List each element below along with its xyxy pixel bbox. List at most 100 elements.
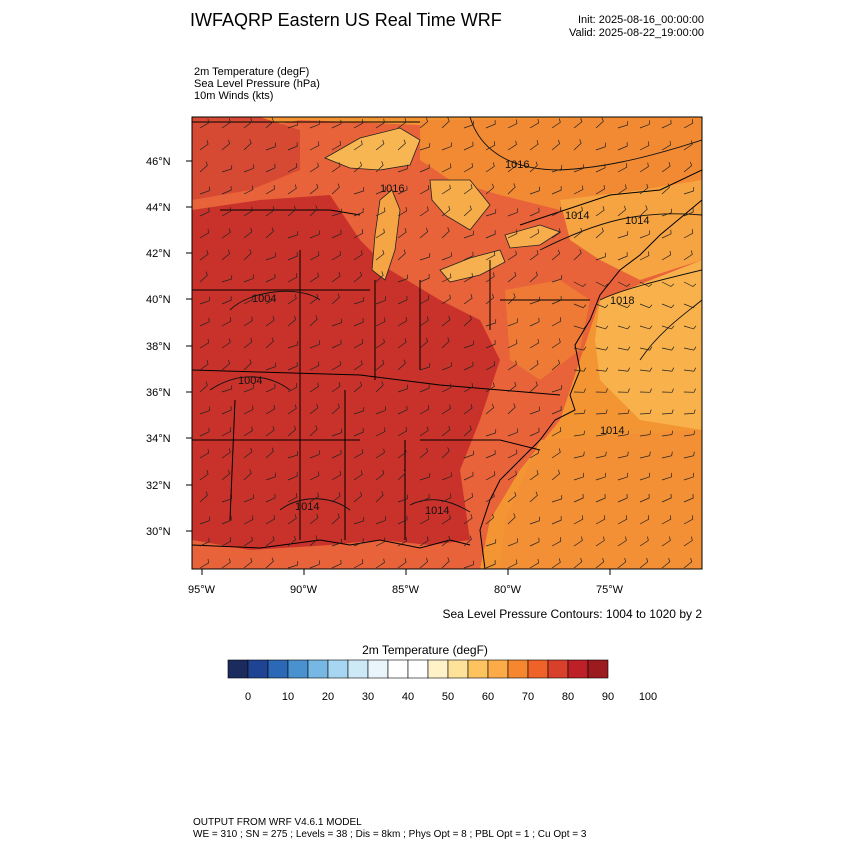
lon-tick-label: 80°W: [494, 584, 522, 596]
wind-barb: [661, 472, 673, 481]
wind-barb: [353, 187, 365, 195]
contour-1004a: [229, 290, 321, 311]
wind-barb: [265, 117, 274, 129]
lat-tick-label: 36°N: [146, 387, 171, 399]
wind-barb: [573, 388, 586, 393]
wind-barb: [309, 315, 318, 327]
wind-barb: [595, 557, 605, 569]
wind-barb: [419, 515, 430, 525]
wind-barb: [441, 447, 450, 459]
wind-barb: [573, 206, 583, 217]
wind-barb: [221, 165, 233, 173]
wind-barb: [639, 141, 650, 151]
wind-barb: [573, 281, 587, 287]
wind-barb: [573, 493, 584, 503]
wind-barb: [551, 275, 563, 283]
colorbar-labels: 0 10 20 30 40 50 60 70 80 90 100: [245, 691, 657, 703]
wind-barb: [683, 208, 694, 217]
wind-barb: [617, 557, 627, 569]
wind-barb: [375, 161, 384, 173]
wind-barb: [485, 539, 497, 547]
wind-barb: [595, 472, 607, 481]
wind-barb: [221, 275, 233, 283]
wind-barb: [573, 139, 582, 151]
wind-barbs: [199, 117, 697, 569]
colorbar-label: 60: [482, 691, 494, 703]
wind-barb: [463, 162, 473, 173]
colorbar-swatch: [247, 659, 269, 679]
hot-interior: [192, 195, 500, 550]
northeast-border: [519, 169, 702, 226]
wind-barb: [331, 559, 342, 569]
wind-barb: [199, 140, 209, 151]
wind-barb: [595, 493, 606, 503]
wind-barb: [661, 229, 672, 239]
wind-barb: [309, 450, 320, 459]
wind-barb: [419, 426, 429, 437]
wind-barb: [265, 383, 276, 393]
wind-barb: [683, 281, 697, 287]
wind-barb: [441, 404, 451, 415]
wind-barb: [309, 403, 319, 415]
wind-barb: [243, 117, 253, 129]
wind-barb: [243, 206, 253, 217]
colorbar-swatch: [507, 659, 529, 679]
wind-barb: [639, 430, 652, 437]
wind-barb: [441, 184, 451, 195]
wind-barb: [617, 346, 631, 351]
field-temperature: 2m Temperature (degF): [194, 66, 310, 78]
wind-barb: [529, 186, 540, 195]
plot-title: IWFAQRP Eastern US Real Time WRF: [190, 10, 502, 30]
wind-barb: [265, 472, 276, 481]
pressure-label: 1014: [425, 505, 449, 517]
wind-barb: [639, 515, 650, 525]
wind-barb: [507, 250, 517, 261]
wind-barb: [243, 557, 253, 569]
pressure-label: 1004: [252, 293, 276, 305]
wind-barb: [309, 183, 319, 195]
wind-barb: [221, 448, 231, 459]
wind-barb: [199, 516, 210, 525]
wind-barb: [463, 230, 474, 239]
wind-barb: [199, 360, 209, 371]
wind-barb: [221, 406, 232, 415]
wind-barb: [595, 184, 605, 195]
wind-barb: [529, 207, 540, 217]
wind-barb: [375, 271, 384, 283]
wind-barb: [661, 208, 672, 217]
wind-barb: [639, 493, 650, 503]
wind-barb: [661, 325, 675, 330]
wind-barb: [309, 272, 319, 283]
wind-barb: [551, 359, 561, 371]
wind-barb: [331, 513, 340, 525]
wind-barb: [309, 205, 318, 217]
wind-barb: [375, 537, 386, 547]
colorbar-swatch: [387, 659, 409, 679]
wind-barb: [639, 451, 651, 459]
wind-barb: [199, 381, 208, 393]
wind-barb: [617, 367, 631, 372]
wind-barb: [639, 325, 653, 330]
wind-barb: [617, 451, 629, 459]
wind-barb: [441, 227, 450, 239]
wind-barb: [441, 294, 451, 305]
wind-barb: [419, 143, 431, 151]
wind-barb: [419, 295, 430, 305]
wind-barb: [287, 535, 297, 547]
wind-barb: [265, 426, 275, 437]
wind-barb: [529, 360, 539, 371]
wind-barb: [199, 427, 210, 437]
wind-barb: [287, 425, 297, 437]
wind-barb: [243, 426, 253, 437]
lat-tick-label: 46°N: [146, 156, 171, 168]
wind-barb: [573, 117, 583, 129]
wind-barb: [331, 229, 342, 239]
wind-barb: [551, 296, 562, 305]
wind-barb: [683, 367, 697, 372]
wind-barb: [683, 451, 695, 459]
wind-barb: [507, 140, 517, 151]
wind-barb: [485, 361, 496, 371]
wind-barb: [243, 405, 254, 415]
wind-barb: [551, 537, 562, 547]
wind-barb: [573, 303, 587, 309]
